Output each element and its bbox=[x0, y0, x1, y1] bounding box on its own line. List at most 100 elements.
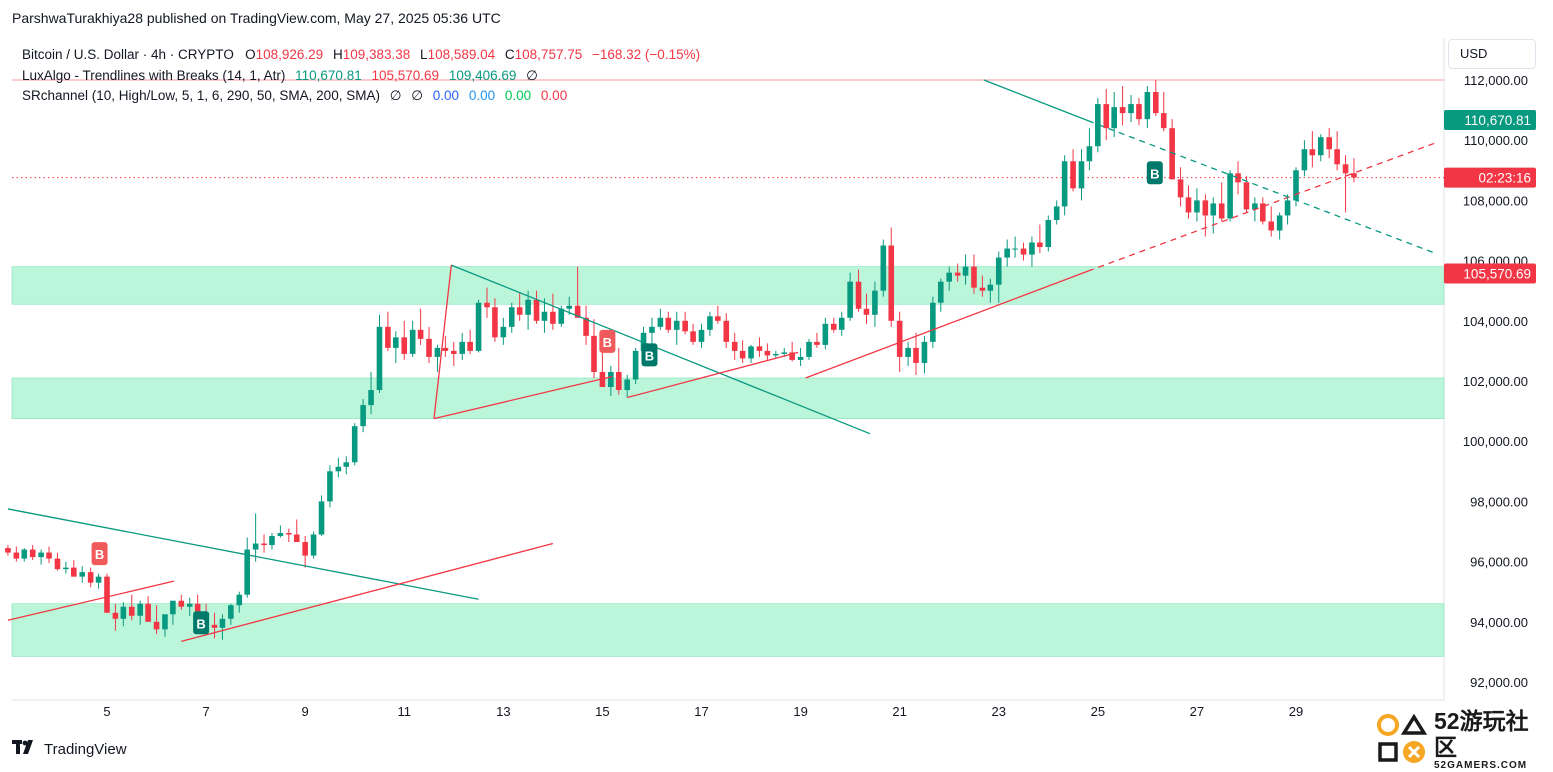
candle-body bbox=[1317, 137, 1324, 156]
y-tick-label: 112,000.00 bbox=[1464, 73, 1528, 88]
candle-body bbox=[228, 605, 234, 619]
candle-body bbox=[269, 536, 275, 546]
symbol-label[interactable]: Bitcoin / U.S. Dollar · 4h · CRYPTO bbox=[22, 47, 234, 62]
candle-body bbox=[1301, 149, 1308, 171]
x-tick-label: 15 bbox=[595, 704, 609, 719]
candle-body bbox=[38, 552, 44, 558]
candle-body bbox=[409, 329, 416, 354]
candle-body bbox=[1252, 203, 1258, 210]
y-tick-label: 94,000.00 bbox=[1470, 615, 1528, 630]
candle-body bbox=[87, 572, 94, 583]
candle-body bbox=[1095, 104, 1101, 147]
candle-body bbox=[781, 352, 788, 354]
x-tick-label: 9 bbox=[302, 704, 309, 719]
break-label: B bbox=[641, 343, 658, 367]
currency-selector[interactable]: USD bbox=[1448, 39, 1536, 69]
y-tick-label: 110,000.00 bbox=[1464, 133, 1528, 148]
x-tick-label: 13 bbox=[496, 704, 510, 719]
candle-body bbox=[1070, 161, 1076, 189]
candle-body bbox=[541, 311, 548, 321]
break-label: B bbox=[193, 611, 210, 635]
candle-body bbox=[673, 320, 680, 330]
candle-body bbox=[591, 335, 597, 372]
tradingview-logo[interactable]: TradingView bbox=[12, 740, 127, 759]
indicator-1-label[interactable]: LuxAlgo - Trendlines with Breaks (14, 1,… bbox=[22, 67, 286, 83]
break-label-text: B bbox=[95, 547, 104, 562]
indicator-2-label[interactable]: SRchannel (10, High/Low, 5, 1, 6, 290, 5… bbox=[22, 88, 380, 103]
candle-body bbox=[830, 323, 837, 330]
candle-body bbox=[170, 600, 176, 615]
candle-body bbox=[1053, 206, 1060, 220]
candle-body bbox=[649, 326, 655, 333]
indicator-2-value-2: 0.00 bbox=[468, 88, 496, 103]
break-label-text: B bbox=[645, 348, 654, 363]
candle-body bbox=[1152, 92, 1159, 114]
candle-body bbox=[797, 356, 804, 360]
candle-body bbox=[1160, 113, 1167, 129]
candle-body bbox=[467, 341, 473, 351]
candle-body bbox=[1202, 200, 1209, 216]
candle-body bbox=[987, 284, 994, 291]
candle-body bbox=[822, 323, 829, 345]
candle-body bbox=[748, 346, 754, 359]
legend-symbol-row: Bitcoin / U.S. Dollar · 4h · CRYPTO O108… bbox=[22, 45, 700, 66]
candle-body bbox=[1194, 200, 1200, 213]
resistance-trendline bbox=[7, 508, 479, 600]
tradingview-brand-text: TradingView bbox=[44, 741, 127, 758]
y-tick-label: 96,000.00 bbox=[1470, 555, 1528, 570]
candle-body bbox=[533, 299, 540, 321]
candle-body bbox=[930, 302, 936, 342]
chart-legend: Bitcoin / U.S. Dollar · 4h · CRYPTO O108… bbox=[22, 45, 700, 107]
candle-body bbox=[937, 281, 944, 303]
high-label: H bbox=[332, 47, 343, 62]
resistance-trendline bbox=[983, 79, 1089, 122]
candle-body bbox=[566, 305, 573, 309]
candle-body bbox=[1111, 107, 1117, 129]
candle-body bbox=[417, 329, 424, 339]
candle-body bbox=[302, 542, 308, 556]
x-tick-label: 23 bbox=[992, 704, 1006, 719]
candle-body bbox=[855, 281, 862, 309]
x-tick-label: 5 bbox=[103, 704, 110, 719]
candle-body bbox=[756, 346, 763, 351]
candle-body bbox=[351, 426, 358, 463]
candle-body bbox=[401, 337, 408, 354]
candle-body bbox=[1293, 170, 1299, 201]
price-tag-text: 02:23:16 bbox=[1478, 171, 1531, 186]
y-tick-label: 108,000.00 bbox=[1463, 193, 1528, 208]
legend-indicator-2: SRchannel (10, High/Low, 5, 1, 6, 290, 5… bbox=[22, 86, 700, 107]
price-tag-box bbox=[1444, 110, 1536, 131]
candle-body bbox=[764, 350, 771, 356]
candle-body bbox=[327, 471, 333, 502]
candle-body bbox=[1078, 161, 1085, 189]
break-label-text: B bbox=[603, 335, 612, 350]
x-tick-label: 11 bbox=[398, 704, 412, 719]
break-label: B bbox=[1146, 161, 1163, 185]
candle-body bbox=[5, 548, 11, 553]
candle-body bbox=[112, 612, 119, 619]
candle-body bbox=[574, 305, 581, 318]
indicator-1-value-4: ∅ bbox=[526, 67, 538, 83]
price-tag-text: 110,670.81 bbox=[1464, 113, 1531, 128]
candle-body bbox=[921, 341, 928, 363]
candle-body bbox=[29, 549, 36, 558]
candle-body bbox=[385, 326, 391, 348]
legend-indicator-1: LuxAlgo - Trendlines with Breaks (14, 1,… bbox=[22, 66, 700, 87]
candle-body bbox=[773, 353, 779, 356]
x-tick-label: 27 bbox=[1190, 704, 1204, 719]
candle-body bbox=[789, 352, 795, 360]
candle-body bbox=[880, 245, 887, 291]
candle-body bbox=[104, 576, 110, 613]
candle-body bbox=[1144, 92, 1151, 120]
candle-body bbox=[46, 552, 52, 559]
candle-body bbox=[500, 326, 507, 338]
candle-body bbox=[318, 501, 325, 535]
break-label: B bbox=[599, 329, 616, 353]
resistance-trendline bbox=[451, 264, 871, 435]
break-label-box bbox=[641, 343, 658, 367]
candle-body bbox=[137, 603, 143, 616]
candle-body bbox=[194, 603, 201, 613]
watermark: 52游玩社区 52GAMERS.COM bbox=[1376, 708, 1546, 771]
candle-body bbox=[459, 341, 466, 354]
